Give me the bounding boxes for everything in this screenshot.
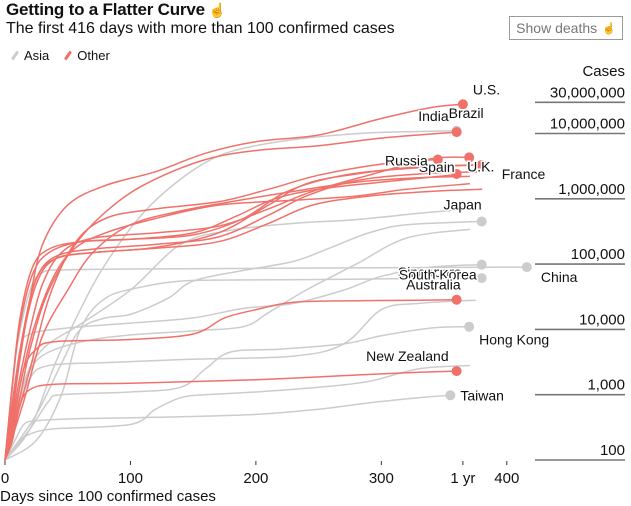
- legend-label-asia: Asia: [24, 48, 50, 63]
- series-line-hong-kong[interactable]: [4, 325, 470, 461]
- endpoint-markers: [432, 99, 532, 401]
- y-tick-label: 30,000,000: [550, 84, 625, 101]
- series-label-russia: Russia: [385, 152, 428, 168]
- series-label-u-k: U.K.: [467, 158, 494, 174]
- series-line-u-k[interactable]: [4, 156, 470, 461]
- y-tick-label: 100: [600, 442, 625, 459]
- series-line-peru[interactable]: [4, 183, 470, 461]
- endpoint-marker-south-korea[interactable]: [476, 259, 487, 270]
- x-tick-label: 400: [494, 470, 519, 487]
- y-axis-title: Cases: [582, 63, 625, 80]
- y-tick-label: 10,000,000: [550, 116, 625, 133]
- endpoint-marker-brazil[interactable]: [451, 127, 462, 138]
- series-label-new-zealand: New Zealand: [366, 348, 449, 364]
- series-label-spain: Spain: [419, 159, 455, 175]
- endpoint-marker-japan[interactable]: [476, 216, 487, 227]
- series-labels: U.S. India Brazil France Spain U.K. Russia Japa…: [365, 80, 580, 405]
- endpoint-marker-u-k[interactable]: [464, 152, 475, 163]
- endpoint-marker-u-s[interactable]: [457, 99, 468, 110]
- endpoint-marker-spain[interactable]: [451, 168, 462, 179]
- series-line-mexico[interactable]: [4, 175, 470, 461]
- x-tick-label: 200: [243, 470, 268, 487]
- x-tick-label: 300: [369, 470, 394, 487]
- y-tick-label: 1,000: [587, 377, 625, 394]
- endpoint-marker-taiwan[interactable]: [445, 390, 456, 401]
- series-line-philippines[interactable]: [4, 208, 470, 461]
- series-label-u-s: U.S.: [473, 81, 500, 97]
- series-line-new-zealand[interactable]: [4, 370, 458, 461]
- series-label-singapore: Singapore: [398, 264, 462, 280]
- chart-title: Getting to a Flatter Curve ☝: [6, 0, 226, 20]
- series-line-india[interactable]: [4, 130, 458, 461]
- series-line-japan[interactable]: [4, 220, 483, 461]
- endpoint-marker-france[interactable]: [476, 159, 487, 170]
- y-tick-label: 10,000: [579, 311, 625, 328]
- series-label-china: China: [541, 269, 578, 285]
- legend-item-asia: Asia: [10, 48, 49, 63]
- show-deaths-button[interactable]: Show deaths ☝: [509, 16, 623, 40]
- x-axis-title: Days since 100 confirmed cases: [0, 488, 216, 505]
- endpoint-marker-hong-kong[interactable]: [464, 321, 475, 332]
- other-series-group: [4, 103, 483, 461]
- legend: Asia Other: [10, 48, 110, 63]
- chart-title-text: Getting to a Flatter Curve: [6, 0, 205, 19]
- x-axis: 0 100 200 300 1 yr 400: [1, 461, 519, 487]
- series-label-australia: Australia: [406, 277, 461, 293]
- series-line-vietnam[interactable]: [4, 364, 470, 461]
- series-line-russia[interactable]: [4, 158, 439, 461]
- pointer-hand-icon: ☝: [208, 2, 227, 18]
- series-line-italy[interactable]: [4, 164, 477, 461]
- legend-label-other: Other: [77, 48, 110, 63]
- endpoint-marker-singapore[interactable]: [476, 273, 487, 284]
- series-label-brazil: Brazil: [449, 105, 484, 121]
- endpoint-marker-australia[interactable]: [451, 294, 462, 305]
- legend-item-other: Other: [63, 48, 110, 63]
- x-tick-label: 0: [1, 470, 9, 487]
- series-line-taiwan[interactable]: [4, 394, 452, 461]
- series-label-japan: Japan: [444, 196, 482, 212]
- chart-subtitle: The first 416 days with more than 100 co…: [6, 20, 395, 37]
- series-label-south-korea: South Korea: [399, 267, 477, 283]
- x-tick-label: 1 yr: [450, 470, 475, 487]
- x-tick-label: 100: [118, 470, 143, 487]
- series-label-france: France: [502, 166, 546, 182]
- endpoint-marker-new-zealand[interactable]: [451, 366, 462, 377]
- series-line-thailand[interactable]: [4, 299, 477, 461]
- series-line-other-a[interactable]: [4, 188, 483, 461]
- endpoint-marker-russia[interactable]: [432, 154, 443, 165]
- series-label-taiwan: Taiwan: [460, 387, 504, 403]
- series-label-hong-kong: Hong Kong: [479, 332, 549, 348]
- pointer-hand-icon: ☝: [602, 22, 616, 35]
- endpoint-marker-china[interactable]: [521, 262, 532, 273]
- y-axis: Cases 30,000,000 10,000,000 1,000,000 100,00…: [535, 63, 625, 461]
- y-tick-label: 1,000,000: [558, 181, 625, 198]
- y-tick-label: 100,000: [571, 246, 625, 263]
- series-line-singapore[interactable]: [4, 277, 483, 461]
- asia-series-group: [4, 130, 528, 461]
- series-line-brazil[interactable]: [4, 131, 458, 461]
- series-label-india: India: [418, 108, 449, 124]
- series-line-australia[interactable]: [4, 298, 458, 461]
- show-deaths-label: Show deaths: [516, 20, 598, 36]
